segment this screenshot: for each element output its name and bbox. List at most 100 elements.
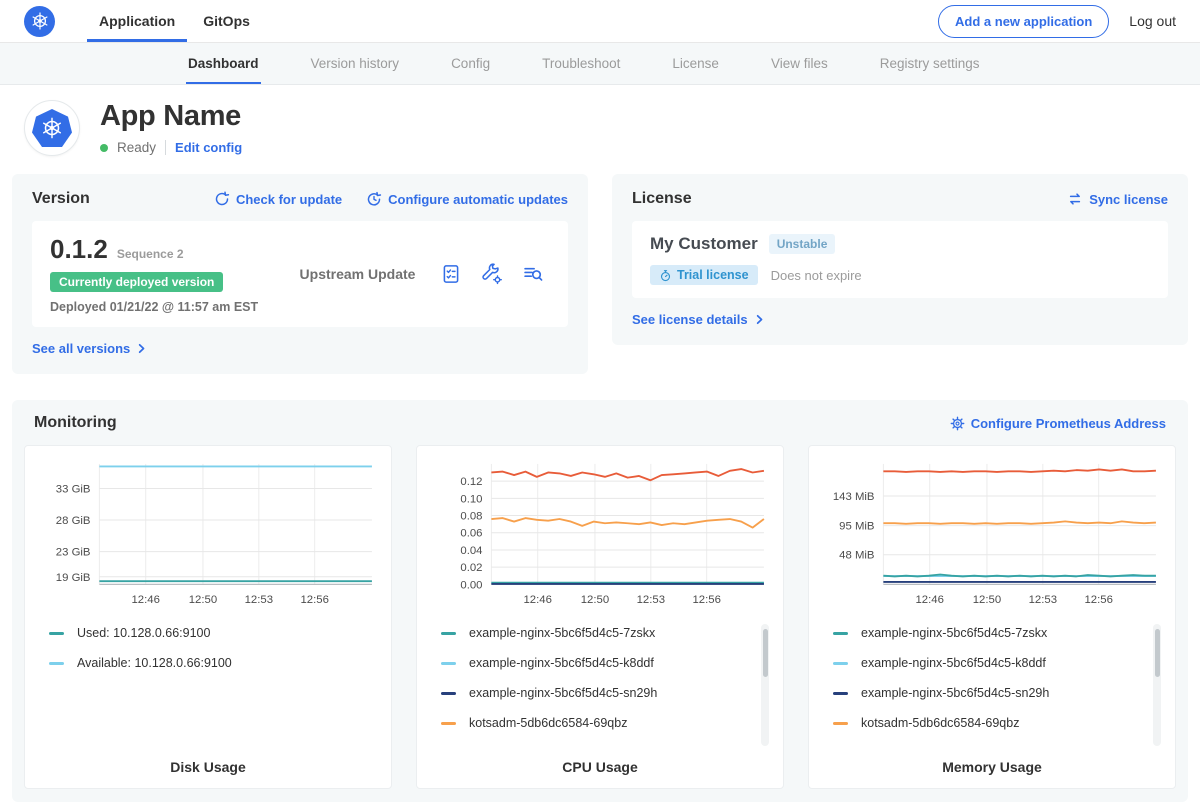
series-line [491,469,764,480]
app-avatar [24,100,80,156]
x-tick-label: 12:46 [524,594,552,606]
y-tick-label: 0.08 [460,510,482,522]
logout-button[interactable]: Log out [1129,13,1176,29]
current-version-box: 0.1.2 Sequence 2 Currently deployed vers… [32,221,568,327]
chevron-right-icon [754,314,765,325]
legend-swatch-icon [833,692,848,695]
version-info: 0.1.2 Sequence 2 Currently deployed vers… [50,234,275,314]
version-card-links: Check for update Configure automatic upd… [214,191,568,207]
legend-swatch-icon [441,722,456,725]
logs-search-icon[interactable] [522,263,544,285]
subnav-tab-dashboard[interactable]: Dashboard [162,43,285,84]
topnav-tab-gitops[interactable]: GitOps [189,0,264,42]
subnav-tab-registry-settings[interactable]: Registry settings [854,43,1006,84]
license-expiry: Does not expire [771,268,862,283]
y-tick-label: 28 GiB [56,515,91,527]
subnav-tab-config[interactable]: Config [425,43,516,84]
kubernetes-logo-icon[interactable] [24,6,55,37]
x-tick-label: 12:56 [1084,594,1112,606]
chart-memory-usage: 12:4612:5012:5312:5648 MiB95 MiB143 MiB [817,456,1167,614]
legend-label: example-nginx-5bc6f5d4c5-k8ddf [469,656,654,670]
check-for-update-label: Check for update [236,192,342,207]
series-line [883,575,1156,577]
legend-swatch-icon [49,662,64,665]
x-tick-label: 12:50 [973,594,1001,606]
configure-auto-updates-link[interactable]: Configure automatic updates [366,191,568,207]
configure-prometheus-label: Configure Prometheus Address [971,416,1166,431]
legend-item: example-nginx-5bc6f5d4c5-sn29h [833,686,1163,700]
legend-item: example-nginx-5bc6f5d4c5-7zskx [441,626,771,640]
legend-label: example-nginx-5bc6f5d4c5-sn29h [469,686,657,700]
page-title: App Name [100,100,242,133]
x-tick-label: 12:53 [245,594,273,606]
legend-item: example-nginx-5bc6f5d4c5-sn29h [441,686,771,700]
x-tick-label: 12:46 [132,594,160,606]
app-logo-icon [32,109,72,147]
edit-config-link[interactable]: Edit config [175,140,242,155]
chart-panel-cpu-usage: 12:4612:5012:5312:560.000.020.040.060.08… [416,445,784,789]
customer-name: My Customer [650,234,758,254]
legend-item: kotsadm-5db6dc6584-69qbz [833,716,1163,730]
configure-auto-updates-label: Configure automatic updates [388,192,568,207]
legend-label: example-nginx-5bc6f5d4c5-7zskx [861,626,1047,640]
sync-license-link[interactable]: Sync license [1067,191,1168,207]
app-status-row: Ready Edit config [100,140,242,155]
see-all-versions-link[interactable]: See all versions [32,341,147,356]
check-for-update-link[interactable]: Check for update [214,191,342,207]
refresh-icon [214,191,230,207]
y-tick-label: 0.02 [460,562,482,574]
y-tick-label: 23 GiB [56,547,91,559]
chevron-right-icon [136,343,147,354]
see-license-details-link[interactable]: See license details [632,312,765,327]
subnav-tab-view-files[interactable]: View files [745,43,854,84]
x-tick-label: 12:50 [581,594,609,606]
legend-item: kotsadm-5db6dc6584-69qbz [441,716,771,730]
x-tick-label: 12:56 [300,594,328,606]
configure-prometheus-link[interactable]: Configure Prometheus Address [950,416,1166,431]
license-box: My Customer Unstable Trial license Does … [632,221,1168,298]
subnav-tab-license[interactable]: License [646,43,745,84]
legend-item: example-nginx-5bc6f5d4c5-7zskx [833,626,1163,640]
chart-legend: example-nginx-5bc6f5d4c5-7zskx example-ng… [833,626,1163,751]
config-wrench-icon[interactable] [481,263,503,285]
clock-refresh-icon [366,191,382,207]
app-subnav: DashboardVersion historyConfigTroublesho… [0,43,1200,85]
x-tick-label: 12:53 [637,594,665,606]
chart-panel-memory-usage: 12:4612:5012:5312:5648 MiB95 MiB143 MiBe… [808,445,1176,789]
legend-scrollbar-thumb[interactable] [1155,629,1160,677]
legend-swatch-icon [49,632,64,635]
legend-scrollbar[interactable] [1153,624,1161,746]
topnav-tab-application[interactable]: Application [85,0,189,42]
add-application-button[interactable]: Add a new application [938,5,1109,38]
y-tick-label: 0.12 [460,476,482,488]
license-type-chip: Trial license [650,265,758,285]
legend-label: kotsadm-5db6dc6584-69qbz [469,716,627,730]
top-navbar: ApplicationGitOps Add a new application … [0,0,1200,43]
release-notes-icon[interactable] [440,263,462,285]
legend-scrollbar-thumb[interactable] [763,629,768,677]
license-card-title: License [632,190,692,208]
series-line [883,469,1156,471]
subnav-tab-version-history[interactable]: Version history [285,43,426,84]
legend-scrollbar[interactable] [761,624,769,746]
chart-legend: example-nginx-5bc6f5d4c5-7zskx example-ng… [441,626,771,751]
y-tick-label: 0.00 [460,579,482,591]
subnav-tab-troubleshoot[interactable]: Troubleshoot [516,43,646,84]
x-tick-label: 12:50 [189,594,217,606]
y-tick-label: 0.10 [460,493,482,505]
monitoring-title: Monitoring [34,414,117,432]
chart-disk-usage: 12:4612:5012:5312:5619 GiB23 GiB28 GiB33… [33,456,383,614]
legend-item: Used: 10.128.0.66:9100 [49,626,379,640]
monitoring-section: Monitoring Configure Prometheus Address … [12,400,1188,802]
see-license-details-label: See license details [632,312,748,327]
legend-label: Available: 10.128.0.66:9100 [77,656,232,670]
see-all-versions-label: See all versions [32,341,130,356]
channel-badge: Unstable [769,234,836,254]
series-line [491,518,764,527]
legend-label: Used: 10.128.0.66:9100 [77,626,210,640]
deployed-timestamp: Deployed 01/21/22 @ 11:57 am EST [50,300,275,314]
kubernetes-wheel-icon [30,11,50,31]
chart-cpu-usage: 12:4612:5012:5312:560.000.020.040.060.08… [425,456,775,614]
version-source-label: Upstream Update [275,266,440,282]
sync-license-label: Sync license [1089,192,1168,207]
